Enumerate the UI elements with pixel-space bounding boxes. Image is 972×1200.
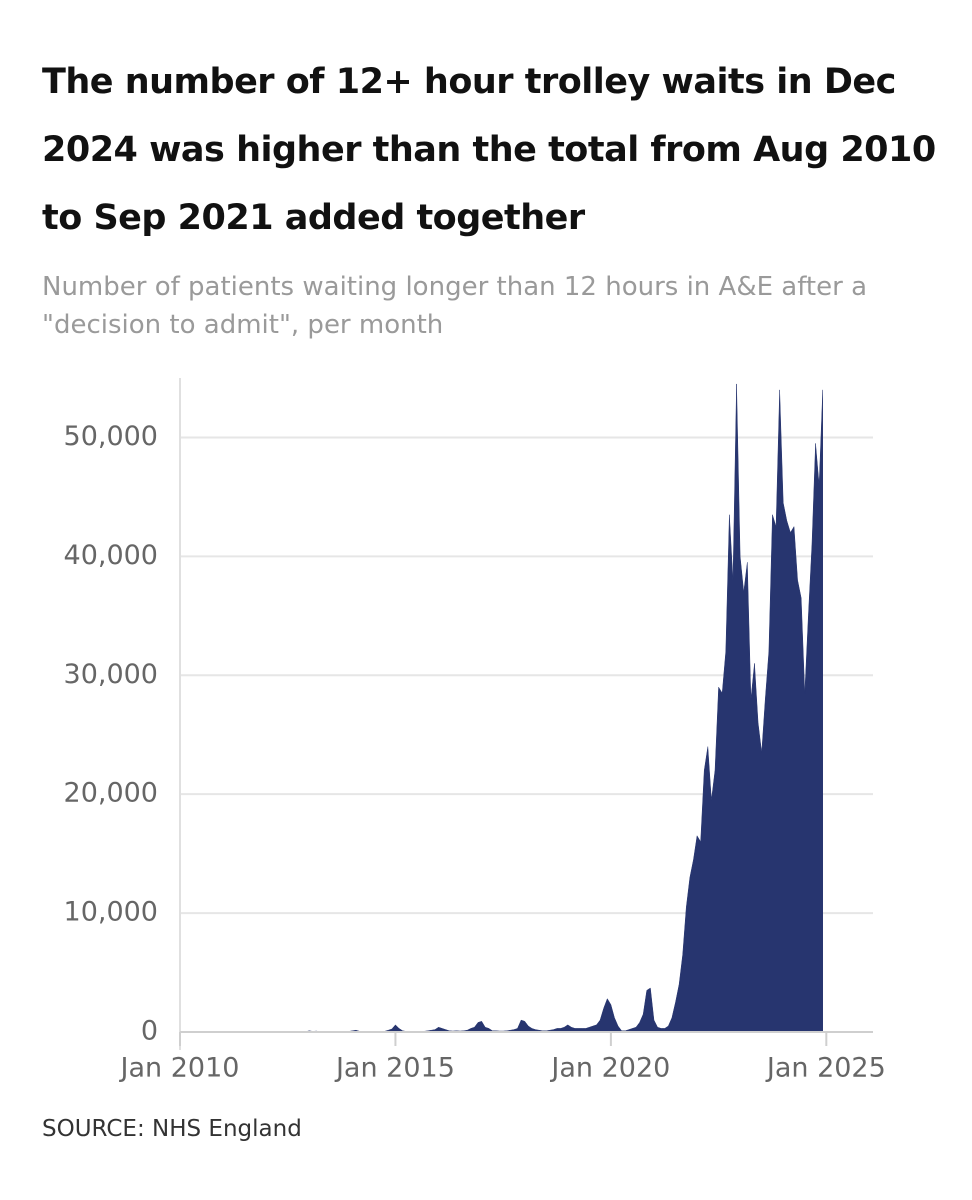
source-note: SOURCE: NHS England xyxy=(42,1116,302,1142)
y-tick-label: 30,000 xyxy=(64,659,158,690)
chart-title: The number of 12+ hour trolley waits in … xyxy=(42,62,936,238)
y-tick-label: 0 xyxy=(141,1016,158,1047)
x-tick-label: Jan 2015 xyxy=(334,1053,455,1084)
area xyxy=(204,383,823,1033)
y-tick-label: 20,000 xyxy=(64,778,158,809)
x-tick-label: Jan 2025 xyxy=(765,1053,886,1084)
y-tick-label: 50,000 xyxy=(64,421,158,452)
y-tick-label: 40,000 xyxy=(64,540,158,571)
y-tick-label: 10,000 xyxy=(64,897,158,928)
chart-subtitle: Number of patients waiting longer than 1… xyxy=(42,272,868,340)
x-tick-label: Jan 2010 xyxy=(119,1053,240,1084)
x-tick-label: Jan 2020 xyxy=(549,1053,670,1084)
